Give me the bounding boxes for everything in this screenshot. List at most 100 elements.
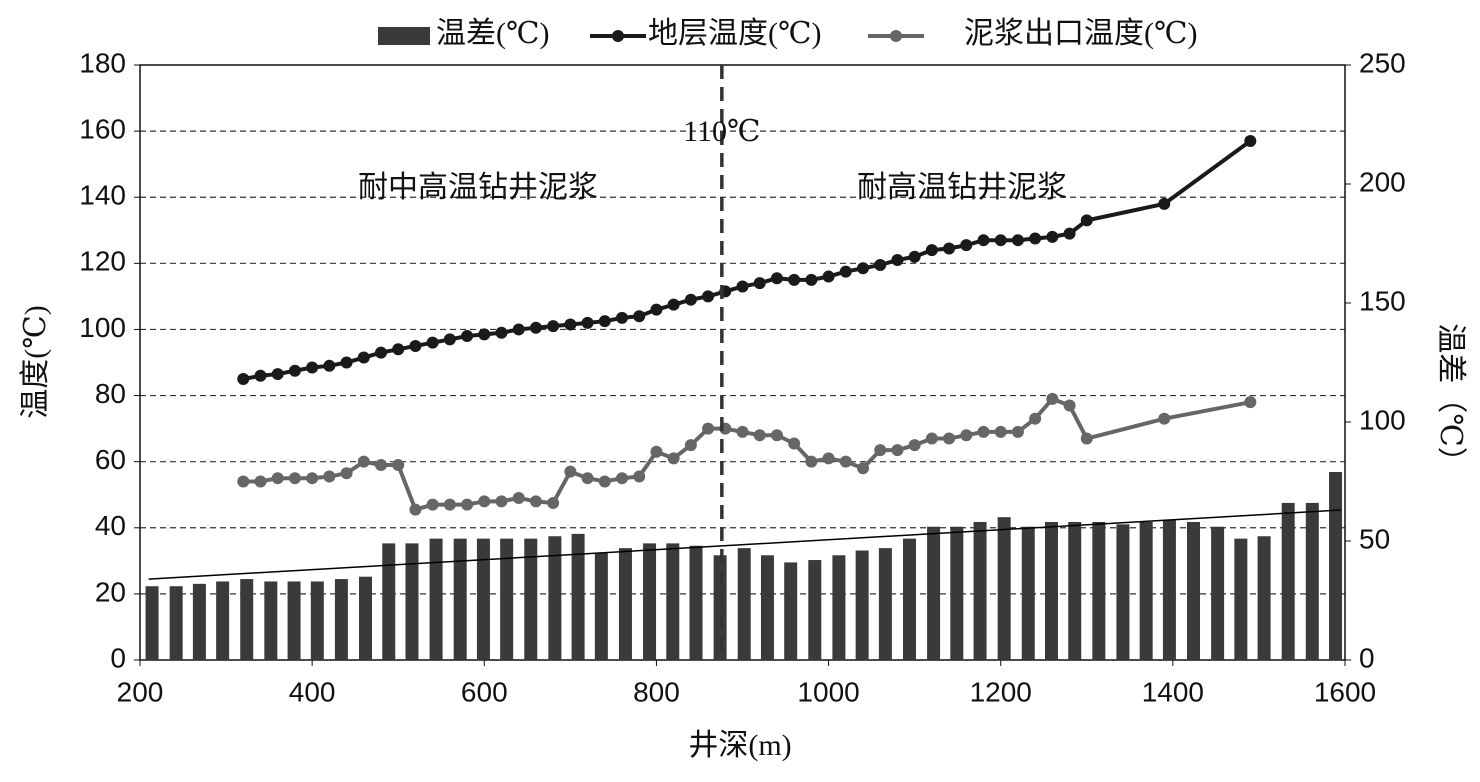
point <box>788 273 801 286</box>
point <box>874 258 887 271</box>
point <box>616 311 628 324</box>
bar <box>192 583 206 660</box>
x-tick-label: 1400 <box>1142 676 1204 707</box>
point <box>564 318 577 331</box>
y-tick-label: 0 <box>110 642 126 673</box>
point <box>994 234 1007 247</box>
bar <box>476 538 490 660</box>
point <box>633 470 646 483</box>
point <box>943 242 956 255</box>
point <box>1011 425 1024 438</box>
point <box>822 452 835 465</box>
bar <box>973 521 987 660</box>
bar <box>1044 521 1058 660</box>
point <box>340 467 353 480</box>
point <box>822 270 835 283</box>
point <box>323 359 336 372</box>
y2-tick-label: 150 <box>1359 285 1406 316</box>
bar <box>808 560 822 660</box>
x-tick-label: 800 <box>633 676 680 707</box>
legend-label: 地层温度(℃) <box>648 17 822 50</box>
bar <box>264 581 278 660</box>
point <box>254 369 267 382</box>
bar <box>737 548 751 660</box>
y-tick-label: 120 <box>79 246 126 277</box>
point <box>616 472 628 485</box>
point <box>271 368 284 381</box>
point <box>392 343 405 356</box>
y2-tick-label: 100 <box>1359 404 1406 435</box>
point <box>908 250 921 263</box>
point <box>529 495 542 508</box>
x-tick-label: 1600 <box>1314 676 1376 707</box>
bar <box>145 586 159 660</box>
bar <box>832 555 846 660</box>
point <box>598 315 611 328</box>
point <box>340 356 353 369</box>
point <box>288 364 301 377</box>
point <box>375 346 387 359</box>
bar <box>548 536 562 660</box>
y2-tick-label: 0 <box>1359 642 1375 673</box>
bar <box>1234 538 1248 660</box>
point <box>461 498 474 511</box>
point <box>478 328 491 341</box>
point <box>495 495 508 508</box>
bar <box>571 533 585 660</box>
y-tick-label: 60 <box>95 444 126 475</box>
point <box>925 432 938 445</box>
point <box>667 452 680 465</box>
point <box>426 498 439 511</box>
point <box>908 439 921 452</box>
point <box>443 498 456 511</box>
bar <box>429 538 443 660</box>
point <box>857 262 869 275</box>
x-tick-label: 1000 <box>797 676 859 707</box>
point <box>960 429 973 442</box>
point <box>994 425 1007 438</box>
point <box>839 265 852 278</box>
bar <box>216 581 230 660</box>
bar <box>760 555 774 660</box>
bar <box>1139 521 1153 660</box>
y-tick-label: 40 <box>95 510 126 541</box>
point <box>529 321 542 334</box>
bar <box>382 543 396 660</box>
bar <box>1211 526 1225 660</box>
y-tick-label: 140 <box>79 180 126 211</box>
bar <box>902 538 916 660</box>
bar <box>1305 502 1319 660</box>
point <box>805 455 818 468</box>
point <box>633 310 646 323</box>
point <box>1029 412 1042 425</box>
x-tick-label: 600 <box>461 676 508 707</box>
point <box>874 444 887 457</box>
bar <box>240 579 254 660</box>
point <box>581 316 594 329</box>
point <box>512 323 525 336</box>
y2-tick-label: 250 <box>1359 47 1406 78</box>
point <box>512 492 525 505</box>
bar <box>1329 471 1343 660</box>
bar <box>594 552 608 660</box>
point <box>495 326 508 339</box>
point <box>1158 197 1171 210</box>
y-axis-label: 温度(℃) <box>19 305 52 419</box>
point <box>943 432 956 445</box>
point <box>1244 396 1257 409</box>
point <box>237 373 250 386</box>
point <box>375 458 387 471</box>
legend-swatch <box>378 27 430 45</box>
bar <box>1092 521 1106 660</box>
point <box>237 475 250 488</box>
point <box>977 425 990 438</box>
point <box>1080 432 1093 445</box>
bar <box>784 562 798 660</box>
bar <box>1162 519 1176 660</box>
y-tick-label: 80 <box>95 378 126 409</box>
point <box>684 293 697 306</box>
x-tick-label: 1200 <box>970 676 1032 707</box>
point <box>1029 232 1042 245</box>
y2-tick-label: 50 <box>1359 523 1390 554</box>
line <box>243 396 1251 513</box>
